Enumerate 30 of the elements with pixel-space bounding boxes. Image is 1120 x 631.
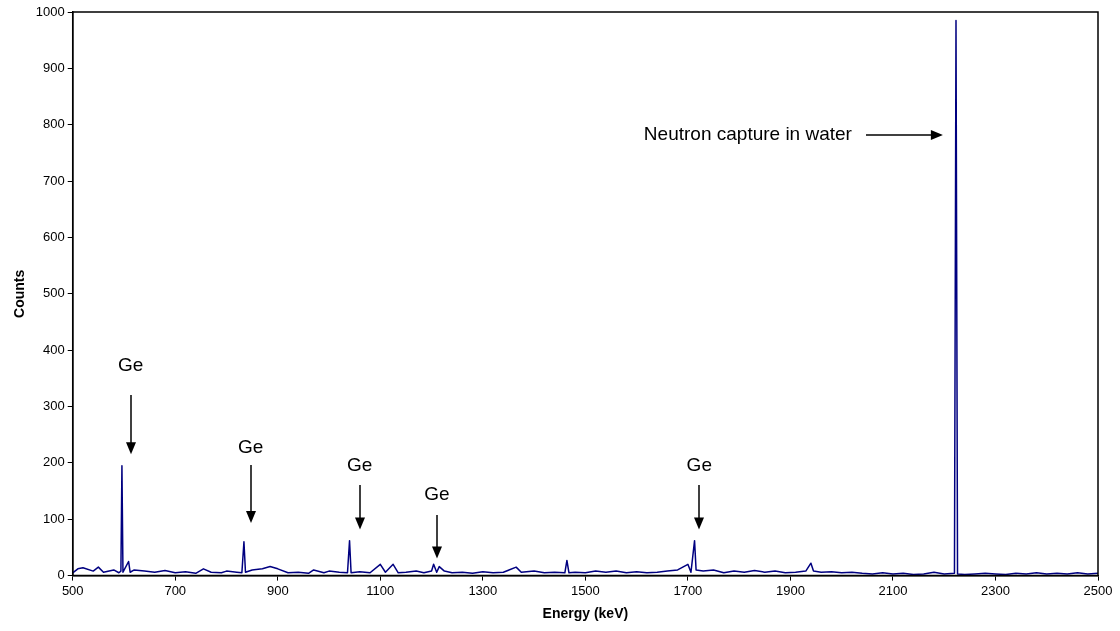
- x-tick-label: 700: [164, 582, 187, 598]
- y-tick-label: 500: [43, 285, 65, 301]
- x-tick-label: 1700: [673, 582, 703, 598]
- y-tick-label: 100: [43, 510, 65, 526]
- x-tick-label: 1300: [468, 582, 498, 598]
- annotation: Ge: [238, 436, 264, 458]
- y-tick-label: 800: [43, 116, 65, 132]
- x-tick-label: 900: [266, 582, 289, 598]
- y-tick-label: 900: [43, 59, 65, 75]
- x-axis-title: Energy (keV): [542, 605, 629, 622]
- x-tick-label: 1500: [570, 582, 600, 598]
- x-tick-label: 500: [61, 582, 84, 598]
- annotation: Neutron capture in water: [643, 123, 853, 145]
- x-tick-label: 1900: [775, 582, 805, 598]
- annotation: Ge: [424, 483, 450, 505]
- y-tick-label: 300: [43, 398, 65, 414]
- annotation: Ge: [346, 454, 373, 476]
- x-tick-label: 2500: [1083, 582, 1113, 598]
- x-tick-label: 2300: [981, 582, 1010, 598]
- y-tick-label: 700: [43, 172, 65, 188]
- y-tick-label: 0: [57, 567, 65, 583]
- annotation: Ge: [117, 354, 144, 376]
- y-tick-label: 200: [43, 454, 65, 470]
- x-tick-label: 2100: [878, 582, 908, 598]
- x-tick-label: 1100: [366, 582, 395, 598]
- y-axis-title: Counts: [11, 269, 28, 318]
- y-tick-label: 600: [43, 229, 65, 245]
- y-tick-label: 1000: [35, 3, 65, 19]
- annotation: Ge: [686, 454, 712, 476]
- y-tick-label: 400: [43, 341, 65, 357]
